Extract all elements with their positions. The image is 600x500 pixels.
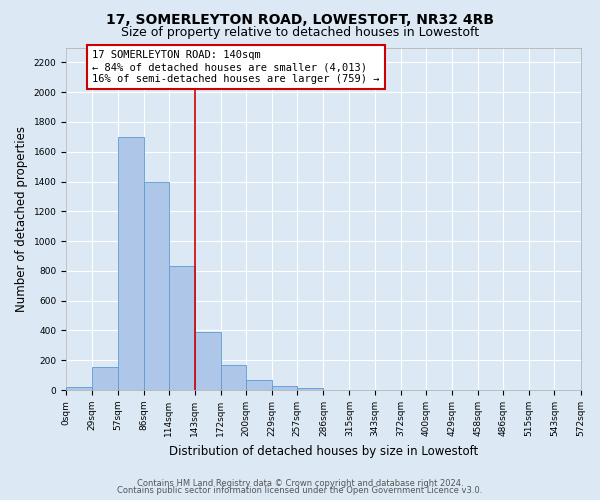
Bar: [92, 367, 118, 390]
Text: 17, SOMERLEYTON ROAD, LOWESTOFT, NR32 4RB: 17, SOMERLEYTON ROAD, LOWESTOFT, NR32 4R…: [106, 12, 494, 26]
Text: Contains HM Land Registry data © Crown copyright and database right 2024.: Contains HM Land Registry data © Crown c…: [137, 478, 463, 488]
X-axis label: Distribution of detached houses by size in Lowestoft: Distribution of detached houses by size …: [169, 444, 478, 458]
Text: 17 SOMERLEYTON ROAD: 140sqm
← 84% of detached houses are smaller (4,013)
16% of : 17 SOMERLEYTON ROAD: 140sqm ← 84% of det…: [92, 50, 380, 84]
Text: Contains public sector information licensed under the Open Government Licence v3: Contains public sector information licen…: [118, 486, 482, 495]
Bar: [221, 366, 246, 390]
Bar: [246, 380, 272, 390]
Text: Size of property relative to detached houses in Lowestoft: Size of property relative to detached ho…: [121, 26, 479, 39]
Bar: [195, 332, 221, 390]
Bar: [66, 387, 92, 390]
Bar: [143, 182, 169, 390]
Bar: [118, 137, 143, 390]
Bar: [272, 386, 298, 390]
Bar: [298, 388, 323, 390]
Y-axis label: Number of detached properties: Number of detached properties: [15, 126, 28, 312]
Bar: [169, 266, 195, 390]
